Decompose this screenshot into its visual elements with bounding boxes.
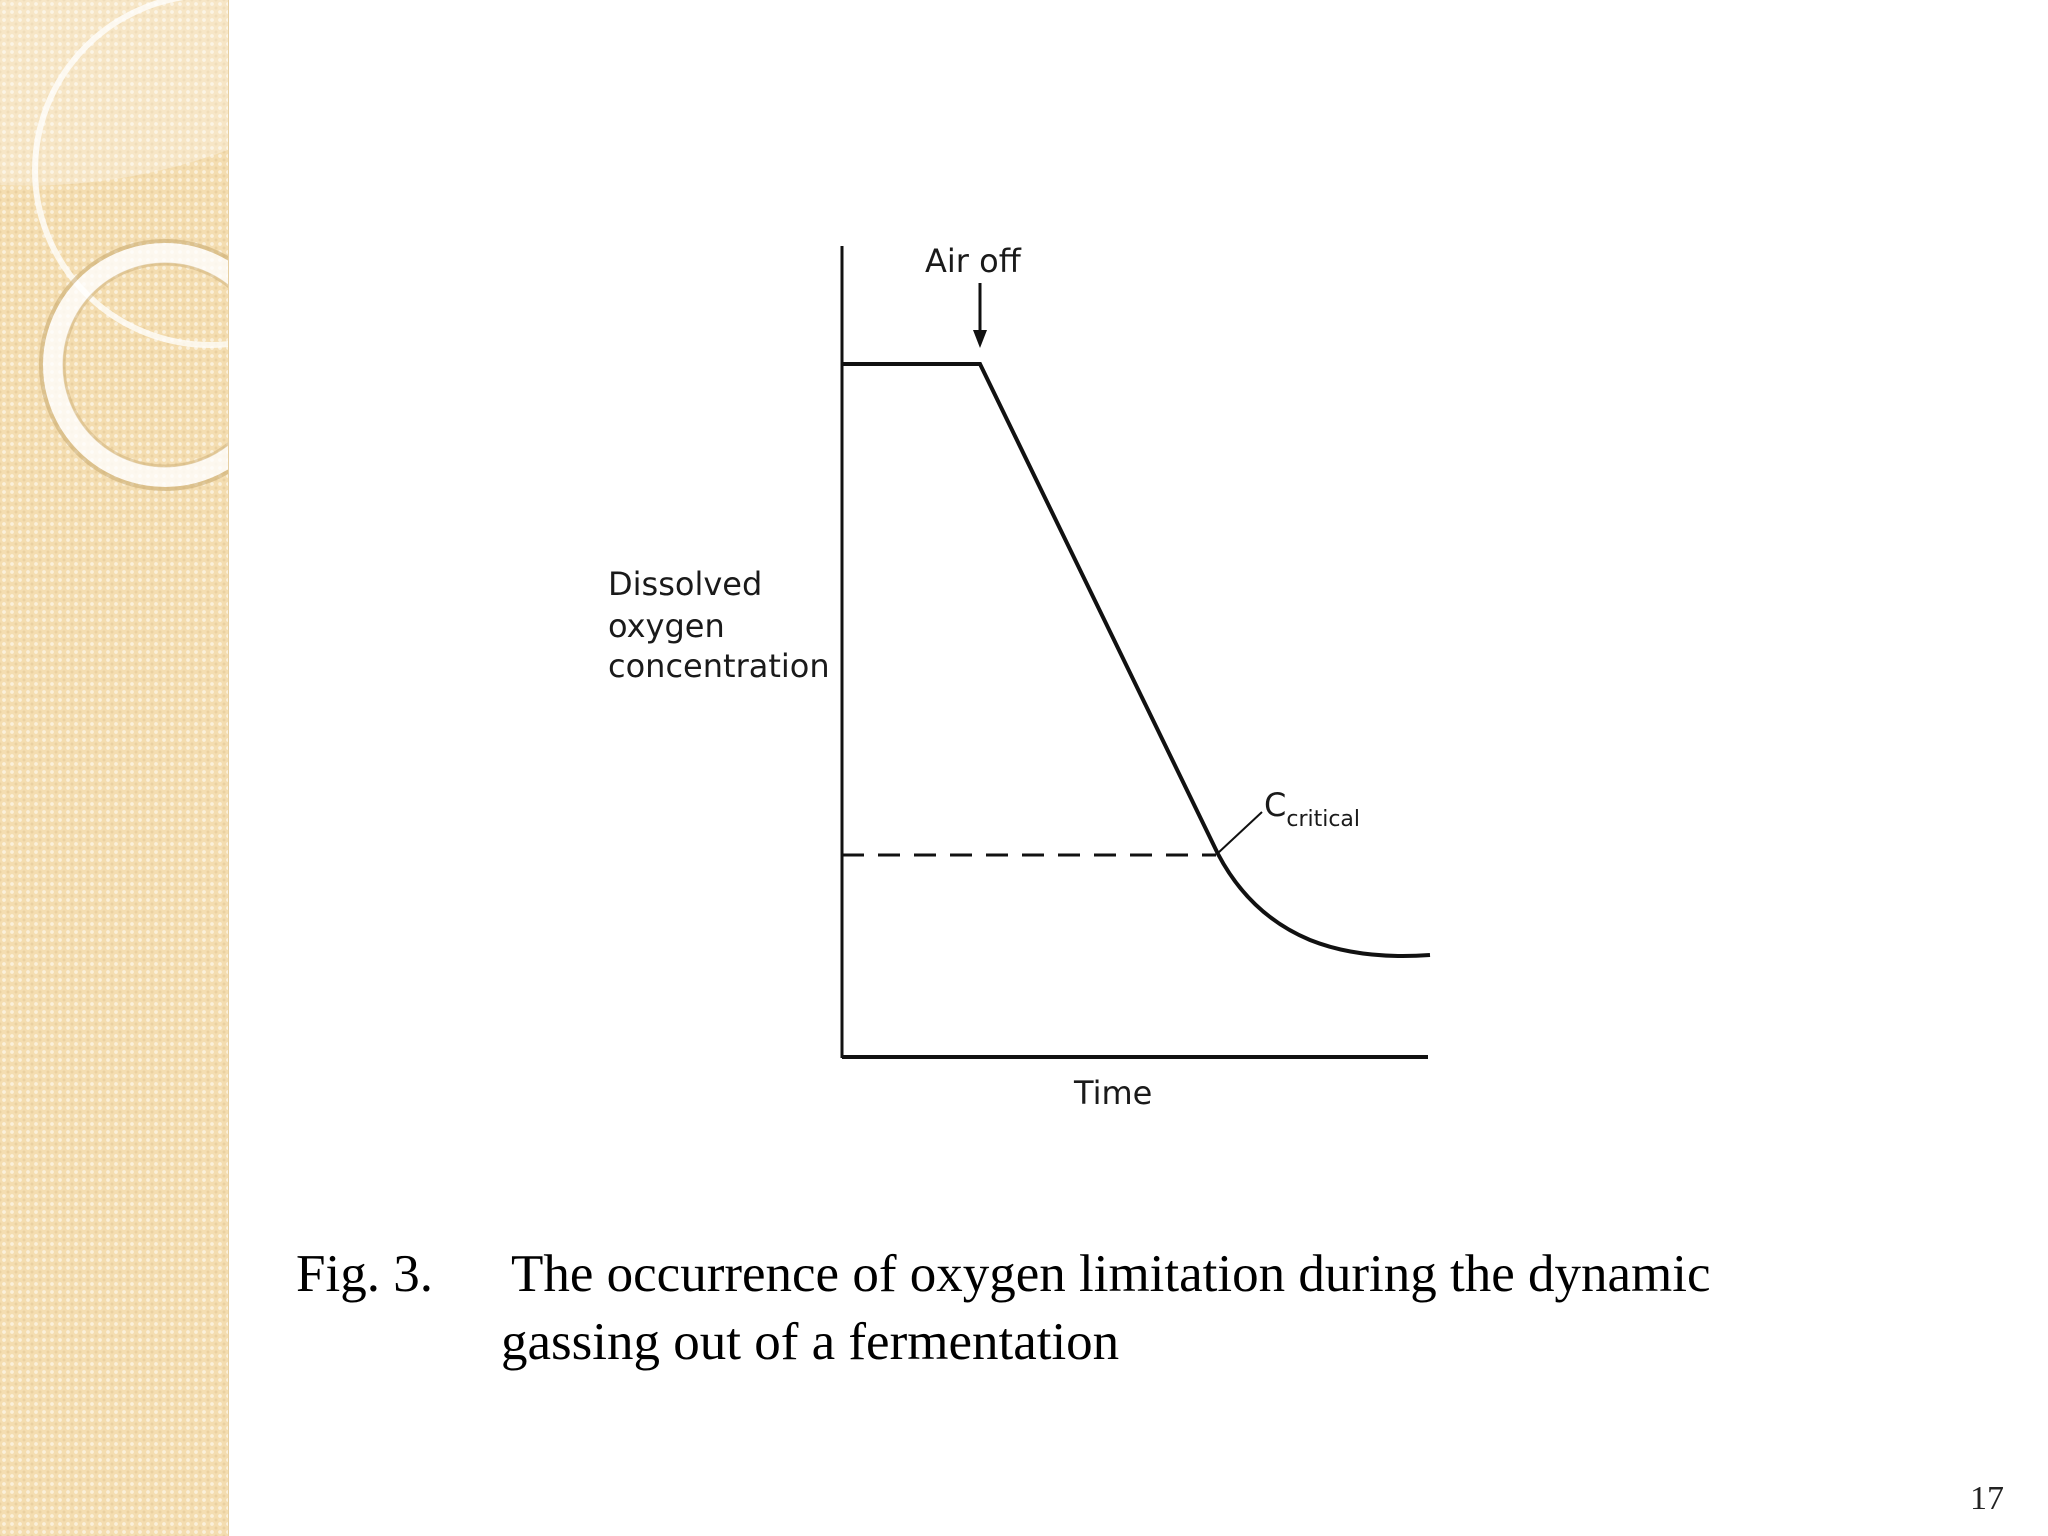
page-number: 17 [1970, 1480, 2004, 1517]
c-critical-label: Ccritical [1264, 786, 1360, 832]
y-axis-label-line-2: oxygen [608, 607, 725, 645]
y-axis-label-line-3: concentration [608, 647, 830, 685]
c-critical-leader-line [1217, 811, 1263, 854]
decorative-side-strip [0, 0, 229, 1536]
caption-line-1: The occurrence of oxygen limitation duri… [511, 1245, 1711, 1303]
caption-line-2: gassing out of a fermentation [501, 1313, 1120, 1371]
air-off-arrow-head [973, 330, 987, 348]
air-off-label: Air off [925, 242, 1022, 280]
figure-number: Fig. 3. [296, 1245, 433, 1303]
dissolved-oxygen-curve [842, 362, 1431, 958]
x-axis-label: Time [1073, 1074, 1152, 1112]
decorative-rings [0, 0, 228, 491]
c-critical-main: C [1264, 786, 1286, 824]
c-critical-subscript: critical [1286, 807, 1360, 832]
y-axis-label-line-1: Dissolved [608, 565, 762, 603]
